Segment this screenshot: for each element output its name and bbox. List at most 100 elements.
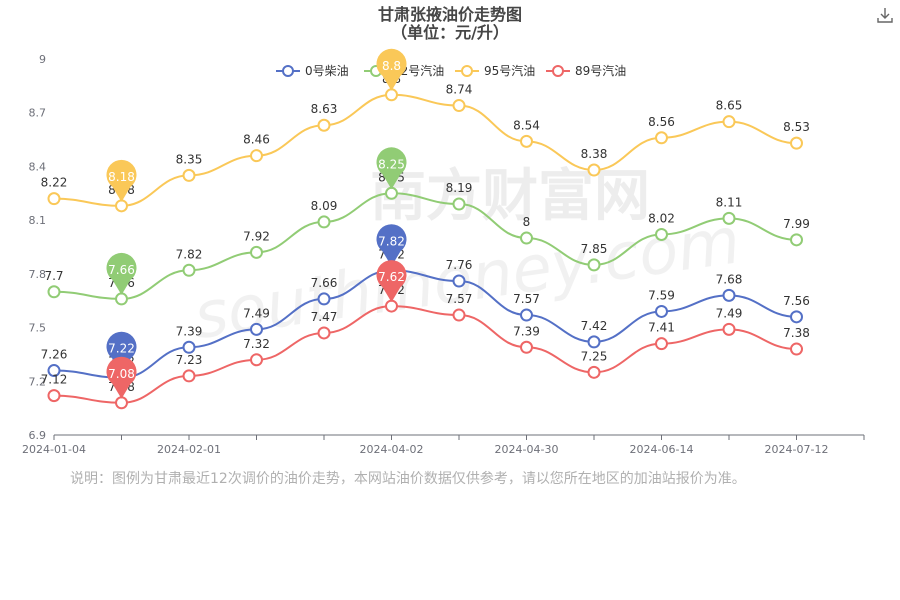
data-label: 8.46: [243, 133, 270, 147]
data-label: 7.92: [243, 229, 270, 243]
footnote: 说明：图例为甘肃最近12次调价的油价走势，本网站油价数据仅供参考，请以您所在地区…: [70, 471, 746, 487]
data-label: 7.12: [41, 373, 68, 387]
data-label: 7.7: [44, 269, 63, 283]
data-point: [722, 288, 736, 302]
legend-label: 89号汽油: [575, 63, 626, 78]
data-point: [655, 227, 668, 241]
data-point: [47, 389, 61, 403]
legend-label: 0号柴油: [305, 64, 349, 78]
x-tick-label: 2024-04-30: [495, 443, 559, 456]
chart-subtitle: （单位：元/升）: [391, 23, 509, 42]
min-marker-label: 7.08: [108, 367, 135, 381]
min-marker-label: 8.18: [108, 170, 135, 184]
max-marker-label: 8.25: [378, 157, 405, 171]
min-marker-label: 7.22: [108, 342, 135, 356]
data-label: 7.66: [311, 276, 338, 290]
data-label: 7.99: [783, 217, 810, 231]
data-point: [452, 99, 466, 113]
data-label: 8.53: [783, 120, 810, 134]
data-label: 8.09: [311, 199, 338, 213]
min-marker: [106, 356, 137, 399]
data-label: 8.02: [648, 211, 675, 225]
data-point: [250, 322, 263, 336]
x-tick-label: 2024-07-12: [765, 443, 829, 456]
data-label: 7.56: [783, 294, 810, 308]
legend-marker: [282, 65, 294, 77]
data-point: [722, 211, 736, 225]
data-point: [790, 310, 803, 324]
data-label: 7.59: [648, 288, 675, 302]
data-point: [250, 149, 263, 163]
data-label: 7.38: [783, 326, 810, 340]
data-label: 7.47: [311, 310, 338, 324]
data-label: 8.11: [716, 195, 743, 209]
data-point: [182, 168, 196, 182]
data-point: [317, 215, 331, 229]
data-label: 7.49: [243, 306, 270, 320]
data-point: [385, 88, 398, 102]
data-label: 8.63: [311, 102, 338, 116]
y-tick-label: 8.4: [29, 160, 47, 173]
legend-marker: [461, 65, 473, 77]
data-point: [182, 340, 196, 354]
data-label: 8.38: [581, 147, 608, 161]
y-tick-label: 6.9: [29, 429, 47, 442]
x-tick-label: 2024-04-02: [360, 443, 424, 456]
data-point: [385, 299, 398, 313]
data-point: [452, 197, 466, 211]
y-tick-label: 8.7: [29, 107, 47, 120]
download-icon[interactable]: [876, 6, 894, 24]
data-label: 7.39: [176, 324, 203, 338]
data-label: 7.26: [41, 348, 68, 362]
data-label: 7.42: [581, 319, 608, 333]
min-marker: [106, 252, 137, 295]
data-label: 7.39: [513, 324, 540, 338]
data-point: [587, 365, 601, 379]
data-point: [317, 326, 331, 340]
data-point: [452, 274, 466, 288]
data-point: [115, 199, 128, 213]
data-label: 8.65: [716, 99, 743, 113]
data-label: 8.19: [446, 181, 473, 195]
data-point: [790, 342, 803, 356]
data-label: 7.68: [716, 272, 743, 286]
max-marker: [376, 48, 407, 91]
data-label: 7.57: [446, 292, 473, 306]
data-label: 7.32: [243, 337, 270, 351]
data-label: 8: [523, 215, 531, 229]
data-point: [722, 115, 736, 129]
data-point: [655, 304, 668, 318]
data-label: 8.35: [176, 152, 203, 166]
x-tick-label: 2024-06-14: [630, 443, 694, 456]
data-label: 7.41: [648, 321, 675, 335]
data-label: 7.23: [176, 353, 203, 367]
data-point: [587, 335, 601, 349]
x-tick-label: 2024-01-04: [22, 443, 86, 456]
max-marker: [376, 147, 407, 190]
max-marker: [376, 260, 407, 303]
data-label: 7.85: [581, 242, 608, 256]
y-tick-label: 7.5: [29, 322, 47, 335]
data-point: [250, 353, 263, 367]
data-label: 7.76: [446, 258, 473, 272]
data-point: [115, 292, 128, 306]
chart-title: 甘肃张掖油价走势图: [378, 5, 522, 24]
watermark-cn: 南方财富网: [370, 164, 650, 229]
data-point: [520, 308, 533, 322]
data-label: 8.54: [513, 118, 540, 132]
x-tick-label: 2024-02-01: [157, 443, 221, 456]
data-point: [47, 285, 61, 299]
data-point: [47, 364, 61, 378]
legend-marker: [552, 65, 564, 77]
data-point: [317, 292, 331, 306]
data-point: [587, 163, 601, 177]
data-label: 8.74: [446, 83, 473, 97]
y-tick-label: 7.2: [29, 375, 47, 388]
data-point: [520, 134, 533, 148]
data-label: 8.22: [41, 176, 68, 190]
min-marker: [106, 159, 137, 202]
y-tick-label: 9: [39, 53, 46, 66]
data-point: [587, 258, 601, 272]
max-marker: [376, 224, 407, 267]
